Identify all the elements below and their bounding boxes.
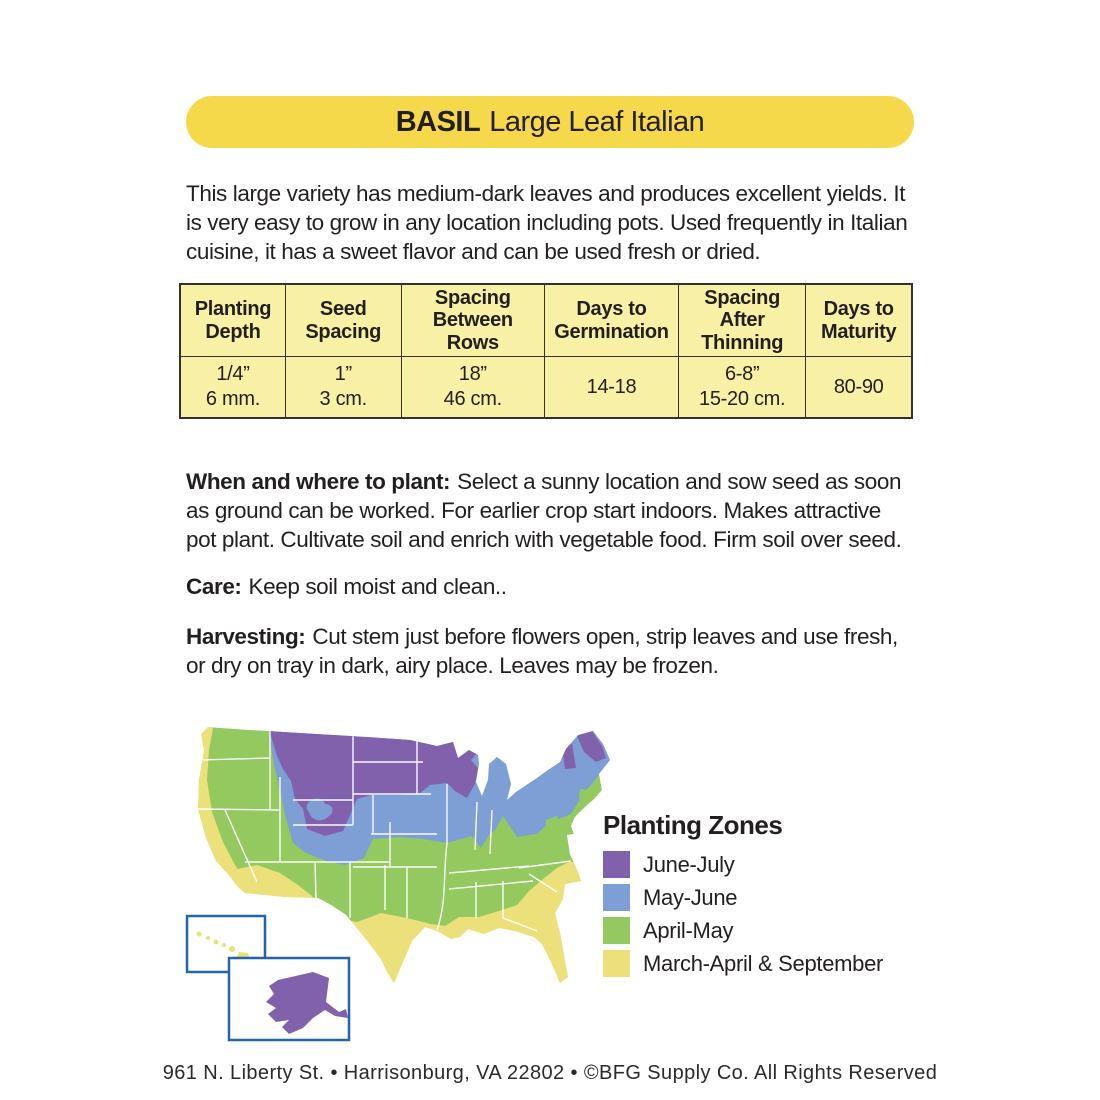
table-cell: 6-8” 15-20 cm. bbox=[677, 356, 807, 419]
hawaii-inset-frame bbox=[185, 914, 267, 974]
table-cell: 14-18 bbox=[544, 356, 679, 419]
section-label: Care: bbox=[186, 573, 242, 599]
legend-title: Planting Zones bbox=[603, 810, 783, 840]
zone-april-may-massachusetts bbox=[579, 789, 597, 802]
zone-june-july-maine bbox=[577, 731, 606, 762]
table-header-row: Planting Depth Seed Spacing Spacing Between… bbox=[179, 283, 913, 358]
description-paragraph: This large variety has medium-dark leave… bbox=[186, 180, 908, 264]
us-planting-zones-map bbox=[185, 727, 610, 1042]
legend-swatch-april-may bbox=[603, 917, 630, 944]
section-label: Harvesting: bbox=[186, 623, 306, 649]
alaska-inset bbox=[227, 956, 351, 1042]
variety-subtitle: Large Leaf Italian bbox=[489, 105, 705, 138]
title-banner: BASIL Large Leaf Italian bbox=[186, 96, 914, 148]
section-text: Cut stem just before flowers open, strip… bbox=[186, 623, 898, 678]
planting-info-table: Planting Depth Seed Spacing Spacing Between… bbox=[179, 283, 913, 420]
state-borders bbox=[198, 730, 572, 932]
legend-item: June-July bbox=[603, 848, 883, 881]
legend-label: May-June bbox=[643, 884, 738, 910]
legend-item: May-June bbox=[603, 881, 883, 914]
column-header: Spacing Between Rows bbox=[400, 283, 546, 358]
table-cell: 1/4” 6 mm. bbox=[179, 356, 286, 419]
section-text: Keep soil moist and clean.. bbox=[248, 573, 508, 599]
legend-label: April-May bbox=[643, 917, 734, 943]
table-cell: 18” 46 cm. bbox=[400, 356, 546, 419]
column-header: Seed Spacing bbox=[284, 283, 402, 358]
table-cell: 1” 3 cm. bbox=[284, 356, 402, 419]
legend-swatch-june-july bbox=[603, 851, 630, 878]
section-harvesting: Harvesting: Cut stem just before flowers … bbox=[186, 622, 916, 680]
legend-label: June-July bbox=[643, 851, 735, 877]
variety-name: BASIL bbox=[395, 105, 481, 138]
hawaii-inset bbox=[185, 914, 267, 974]
legend-item: March-April & September bbox=[603, 947, 883, 980]
column-header: Days to Germination bbox=[544, 283, 679, 358]
legend-item: April-May bbox=[603, 914, 883, 947]
table-row: 1/4” 6 mm. 1” 3 cm. 18” 46 cm. 14-18 6-8” 15… bbox=[179, 356, 913, 419]
zone-april-may-newjersey bbox=[546, 816, 562, 834]
legend-swatch-march-april-september bbox=[603, 950, 630, 977]
alaska-june-july bbox=[266, 972, 348, 1034]
column-header: Spacing After Thinning bbox=[677, 283, 807, 358]
section-text: Select a sunny location and sow seed as … bbox=[186, 468, 902, 552]
section-care: Care: Keep soil moist and clean.. bbox=[186, 572, 916, 601]
legend-swatch-may-june bbox=[603, 884, 630, 911]
column-header: Planting Depth bbox=[179, 283, 286, 358]
section-when-and-where: When and where to plant: Select a sunny l… bbox=[186, 467, 916, 554]
section-label: When and where to plant: bbox=[186, 468, 451, 494]
column-header: Days to Maturity bbox=[805, 283, 913, 358]
footer-address: 961 N. Liberty St. • Harrisonburg, VA 22… bbox=[162, 1062, 938, 1084]
table-cell: 80-90 bbox=[805, 356, 913, 419]
legend-label: March-April & September bbox=[643, 950, 884, 976]
zone-june-july-vermont bbox=[562, 744, 576, 769]
planting-zones-legend: Planting Zones June-July May-June April-… bbox=[603, 810, 883, 980]
zone-may-june-wyoming-patch bbox=[306, 798, 333, 821]
